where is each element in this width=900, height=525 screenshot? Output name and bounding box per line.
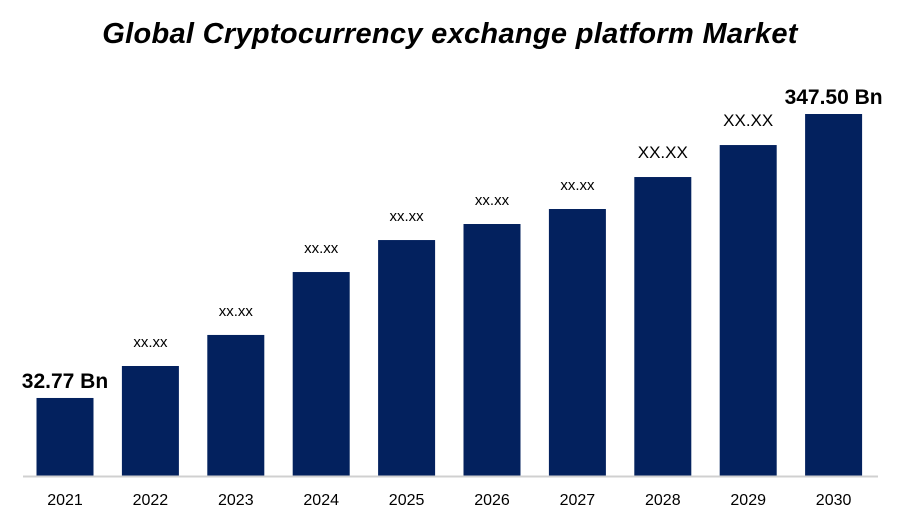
data-label: XX.XX bbox=[723, 111, 773, 130]
bar bbox=[463, 224, 521, 476]
data-label: xx.xx bbox=[390, 208, 425, 225]
x-tick-label: 2024 bbox=[303, 492, 339, 509]
bar bbox=[292, 272, 350, 476]
data-label: xx.xx bbox=[475, 192, 510, 209]
x-tick-label: 2026 bbox=[474, 492, 510, 509]
bar bbox=[805, 114, 863, 476]
bar bbox=[121, 365, 179, 476]
x-tick-label: 2029 bbox=[730, 492, 766, 509]
bar bbox=[548, 209, 606, 476]
x-tick-label: 2030 bbox=[816, 492, 852, 509]
x-tick-label: 2027 bbox=[560, 492, 596, 509]
data-label: 32.77 Bn bbox=[22, 370, 108, 393]
data-label: xx.xx bbox=[219, 303, 254, 320]
data-label: XX.XX bbox=[638, 143, 688, 162]
bar bbox=[378, 240, 436, 476]
x-tick-label: 2028 bbox=[645, 492, 681, 509]
bar bbox=[634, 177, 692, 476]
x-tick-label: 2023 bbox=[218, 492, 254, 509]
chart-title: Global Cryptocurrency exchange platform … bbox=[102, 18, 798, 50]
x-tick-label: 2022 bbox=[133, 492, 169, 509]
data-label: xx.xx bbox=[304, 240, 339, 257]
bar bbox=[207, 334, 265, 476]
bar bbox=[36, 397, 94, 476]
data-label: xx.xx bbox=[133, 334, 168, 351]
bar bbox=[719, 145, 777, 476]
x-tick-label: 2021 bbox=[47, 492, 83, 509]
x-tick-label: 2025 bbox=[389, 492, 425, 509]
data-label: 347.50 Bn bbox=[785, 86, 883, 109]
data-label: xx.xx bbox=[560, 177, 595, 194]
